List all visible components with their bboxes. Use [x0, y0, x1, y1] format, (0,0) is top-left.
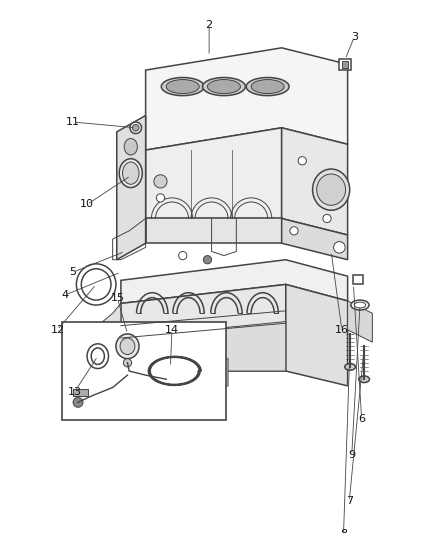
- Polygon shape: [98, 303, 121, 354]
- Ellipse shape: [116, 334, 139, 359]
- Ellipse shape: [87, 344, 109, 368]
- Polygon shape: [121, 285, 286, 371]
- Text: 12: 12: [50, 325, 64, 335]
- Circle shape: [130, 122, 141, 134]
- Circle shape: [203, 256, 212, 264]
- Text: 3: 3: [351, 32, 358, 42]
- Ellipse shape: [251, 79, 284, 94]
- Polygon shape: [166, 359, 228, 392]
- Ellipse shape: [354, 302, 366, 308]
- Ellipse shape: [202, 77, 245, 95]
- Ellipse shape: [161, 77, 204, 95]
- Ellipse shape: [123, 162, 139, 184]
- Circle shape: [73, 398, 83, 407]
- Circle shape: [298, 157, 307, 165]
- Ellipse shape: [76, 264, 116, 305]
- Circle shape: [290, 227, 298, 235]
- Text: 13: 13: [68, 386, 82, 397]
- Polygon shape: [145, 219, 282, 243]
- Circle shape: [156, 194, 165, 202]
- Polygon shape: [282, 219, 348, 260]
- Bar: [342, 61, 349, 68]
- Polygon shape: [348, 301, 372, 342]
- Ellipse shape: [246, 77, 289, 95]
- Text: 14: 14: [165, 325, 179, 335]
- Text: 16: 16: [335, 325, 349, 335]
- Text: 7: 7: [346, 496, 353, 506]
- Text: 15: 15: [110, 294, 124, 303]
- Text: 11: 11: [66, 117, 80, 127]
- Text: 4: 4: [61, 290, 68, 300]
- Bar: [353, 274, 363, 285]
- Bar: [73, 389, 88, 395]
- Ellipse shape: [208, 79, 240, 94]
- Ellipse shape: [91, 348, 104, 365]
- Text: 9: 9: [348, 450, 355, 460]
- Ellipse shape: [317, 174, 346, 205]
- Ellipse shape: [119, 159, 142, 188]
- Ellipse shape: [120, 338, 135, 354]
- Polygon shape: [286, 285, 348, 386]
- Ellipse shape: [313, 169, 350, 210]
- Ellipse shape: [166, 79, 199, 94]
- Bar: [61, 321, 226, 421]
- Text: 5: 5: [70, 267, 77, 277]
- Ellipse shape: [81, 269, 111, 300]
- Circle shape: [124, 359, 131, 367]
- Polygon shape: [121, 260, 348, 303]
- Polygon shape: [121, 321, 286, 371]
- Text: 10: 10: [80, 199, 94, 209]
- Polygon shape: [282, 128, 348, 235]
- Bar: [339, 59, 351, 70]
- Circle shape: [154, 175, 167, 188]
- Circle shape: [179, 252, 187, 260]
- Polygon shape: [117, 116, 145, 260]
- Ellipse shape: [124, 139, 138, 155]
- Ellipse shape: [345, 364, 356, 370]
- Polygon shape: [145, 48, 348, 150]
- Text: 2: 2: [205, 20, 213, 30]
- Ellipse shape: [351, 300, 369, 310]
- Text: 8: 8: [340, 529, 347, 533]
- Ellipse shape: [359, 376, 370, 383]
- Circle shape: [132, 125, 139, 131]
- Circle shape: [334, 241, 345, 253]
- Polygon shape: [145, 128, 282, 219]
- Circle shape: [323, 214, 331, 223]
- Text: 6: 6: [358, 414, 365, 424]
